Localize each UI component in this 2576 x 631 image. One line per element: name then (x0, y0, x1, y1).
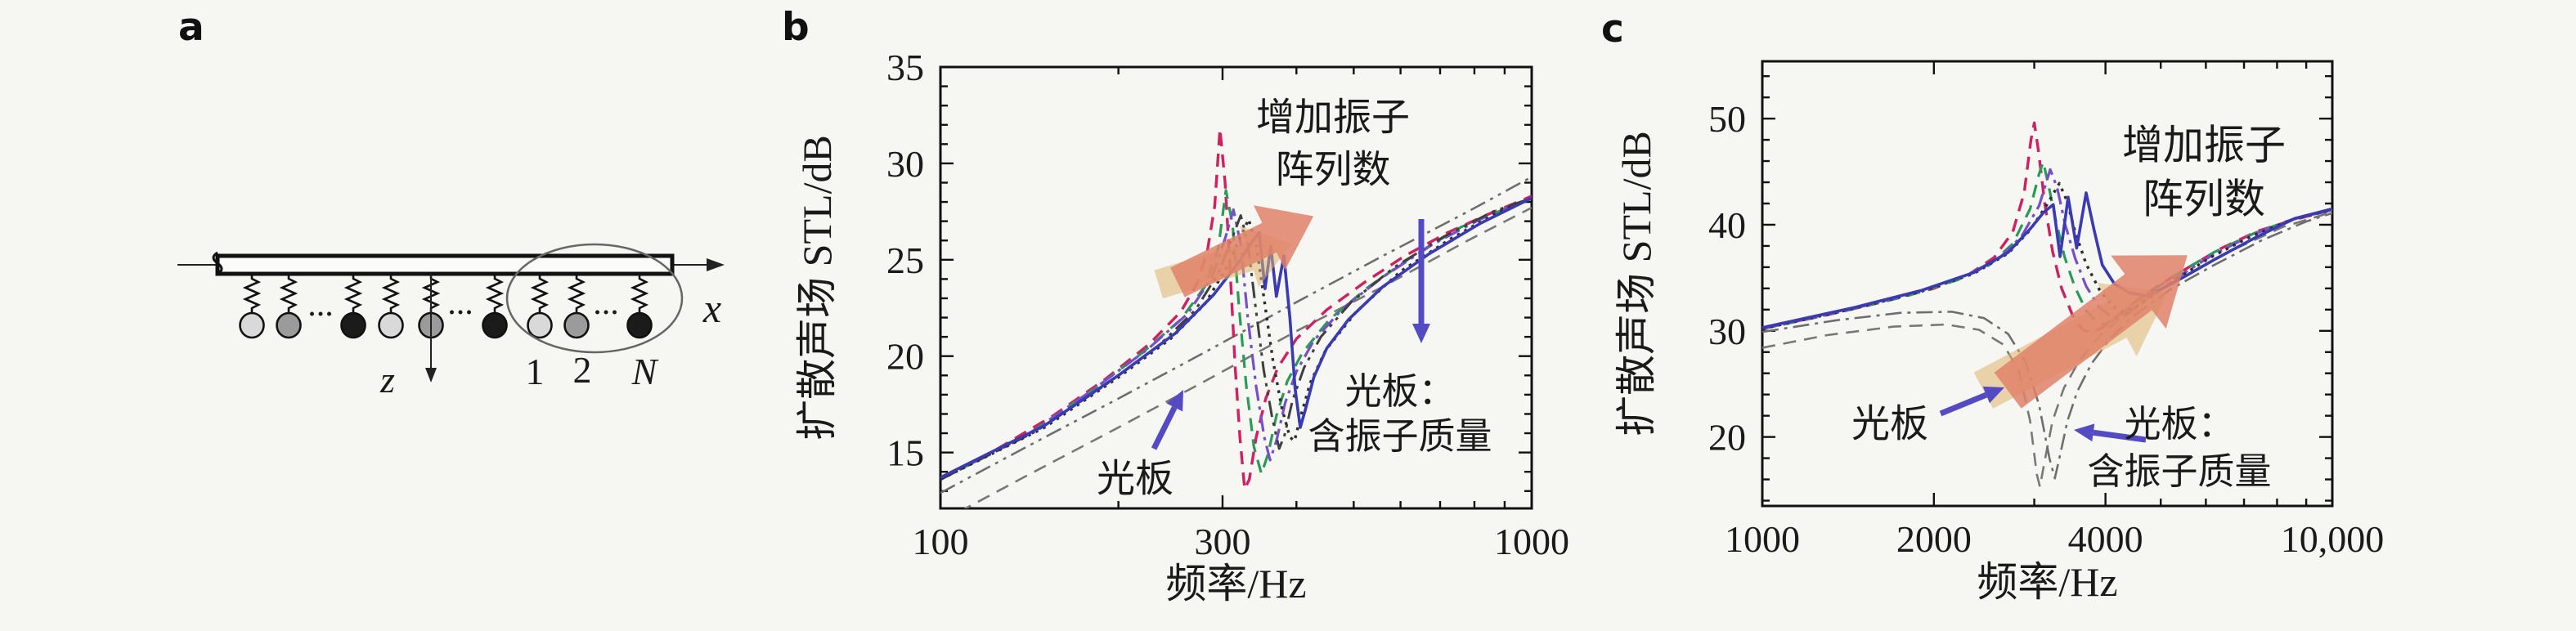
series-red-dashed (940, 127, 1532, 491)
y-tick-label: 20 (1708, 417, 1746, 459)
spring-6 (485, 274, 505, 314)
y-tick-label: 35 (886, 47, 924, 88)
ellipsis-dots-1: ... (307, 286, 334, 324)
unit-cell-ellipse (505, 243, 684, 354)
series-光板 (963, 206, 1532, 508)
series-green-dashed (1762, 160, 2332, 330)
x-tick-label: 1000 (1725, 518, 1800, 560)
series-group (940, 127, 1532, 508)
ellipsis-dots-3: ... (593, 284, 619, 322)
series-blue-solid (1762, 191, 2332, 329)
panel-b-label: b (782, 5, 810, 50)
x-tick-label: 100 (913, 521, 969, 562)
x-tick-label: 300 (1194, 521, 1250, 562)
plate-with-mass-pointer-head (1412, 324, 1430, 343)
x-axis-title: 频率/Hz (1165, 561, 1306, 606)
x-tick-label: 1000 (1494, 521, 1569, 562)
spring-7 (530, 274, 550, 314)
mass-1 (239, 311, 265, 339)
x-axis-arrowhead (707, 258, 725, 271)
mass-8 (563, 311, 590, 339)
series-光板：含振子质量 (940, 176, 1532, 495)
series-dark-dashdotdot (940, 196, 1532, 481)
z-axis-arrowhead (425, 368, 437, 383)
increase-array-fat-arrow-2 (1994, 255, 2188, 409)
y-axis-title: 扩散声场 STL/dB (1613, 131, 1659, 436)
plate-break-symbol (212, 251, 223, 275)
increase-array-note: 增加振子阵列数 (2122, 123, 2286, 222)
y-tick-label: 30 (886, 143, 924, 185)
ellipsis-dots-2: ... (447, 284, 473, 322)
y-axis-title: 扩散声场 STL/dB (794, 135, 840, 441)
mass-9 (626, 311, 653, 339)
y-tick-label: 40 (1708, 204, 1746, 246)
y-tick-label: 30 (1708, 311, 1746, 352)
plot-frame (1761, 60, 2334, 508)
spring-2 (279, 274, 298, 314)
mass-index-label-2: 2 (573, 349, 592, 391)
panel-c-label: c (1601, 7, 1624, 51)
increase-array-fat-arrow-2 (1170, 205, 1314, 298)
bare-plate-pointer-head (1982, 386, 2004, 404)
plate-with-mass-note: 光板：含振子质量 (1308, 371, 1492, 457)
y-tick-label: 50 (1708, 98, 1746, 140)
bare-plate-pointer-shaft (1939, 392, 1988, 417)
increase-array-note: 增加振子阵列数 (1256, 96, 1410, 191)
spring-8 (567, 274, 586, 314)
y-tick-label: 20 (886, 336, 924, 378)
mass-4 (378, 311, 404, 339)
x-tick-label: 2000 (1896, 518, 1972, 560)
spring-4 (381, 274, 401, 314)
series-black-dotted (1762, 181, 2332, 330)
tick-marks (1761, 61, 2334, 506)
spring-1 (242, 274, 262, 314)
spring-3 (343, 274, 363, 314)
y-tick-label: 15 (886, 432, 924, 474)
y-tick-label: 25 (886, 239, 924, 281)
series-group (1762, 121, 2332, 488)
plot-frame (939, 65, 1533, 510)
plate-with-mass-note: 光板：含振子质量 (2087, 404, 2271, 492)
plate-with-mass-pointer-head (2074, 423, 2095, 442)
series-purple-dashdot (940, 196, 1532, 481)
spring-9 (630, 274, 649, 314)
x-tick-label: 4000 (2068, 518, 2143, 560)
mass-6 (482, 311, 508, 339)
mass-2 (276, 311, 302, 339)
mass-7 (527, 311, 553, 339)
spring-5 (421, 274, 441, 314)
bare-plate-pointer-shaft (1151, 405, 1178, 450)
mass-index-label-1: 1 (526, 351, 545, 392)
bare-plate-note: 光板 (1851, 403, 1928, 445)
x-axis-label: x (702, 285, 721, 331)
bare-plate-pointer-head (1166, 390, 1183, 412)
mass-3 (340, 311, 366, 339)
plate-with-mass-pointer-shaft (2093, 429, 2147, 443)
tick-marks (939, 65, 1533, 508)
series-光板：含振子质量 (1762, 212, 2332, 480)
z-axis-label: z (379, 359, 395, 401)
x-axis-title: 频率/Hz (1977, 559, 2117, 605)
bare-plate-note: 光板 (1097, 458, 1174, 500)
panel-a-label: a (178, 5, 204, 50)
x-tick-label: 10,000 (2281, 518, 2385, 560)
mass-index-label-N: N (631, 351, 659, 392)
plate (215, 253, 675, 276)
